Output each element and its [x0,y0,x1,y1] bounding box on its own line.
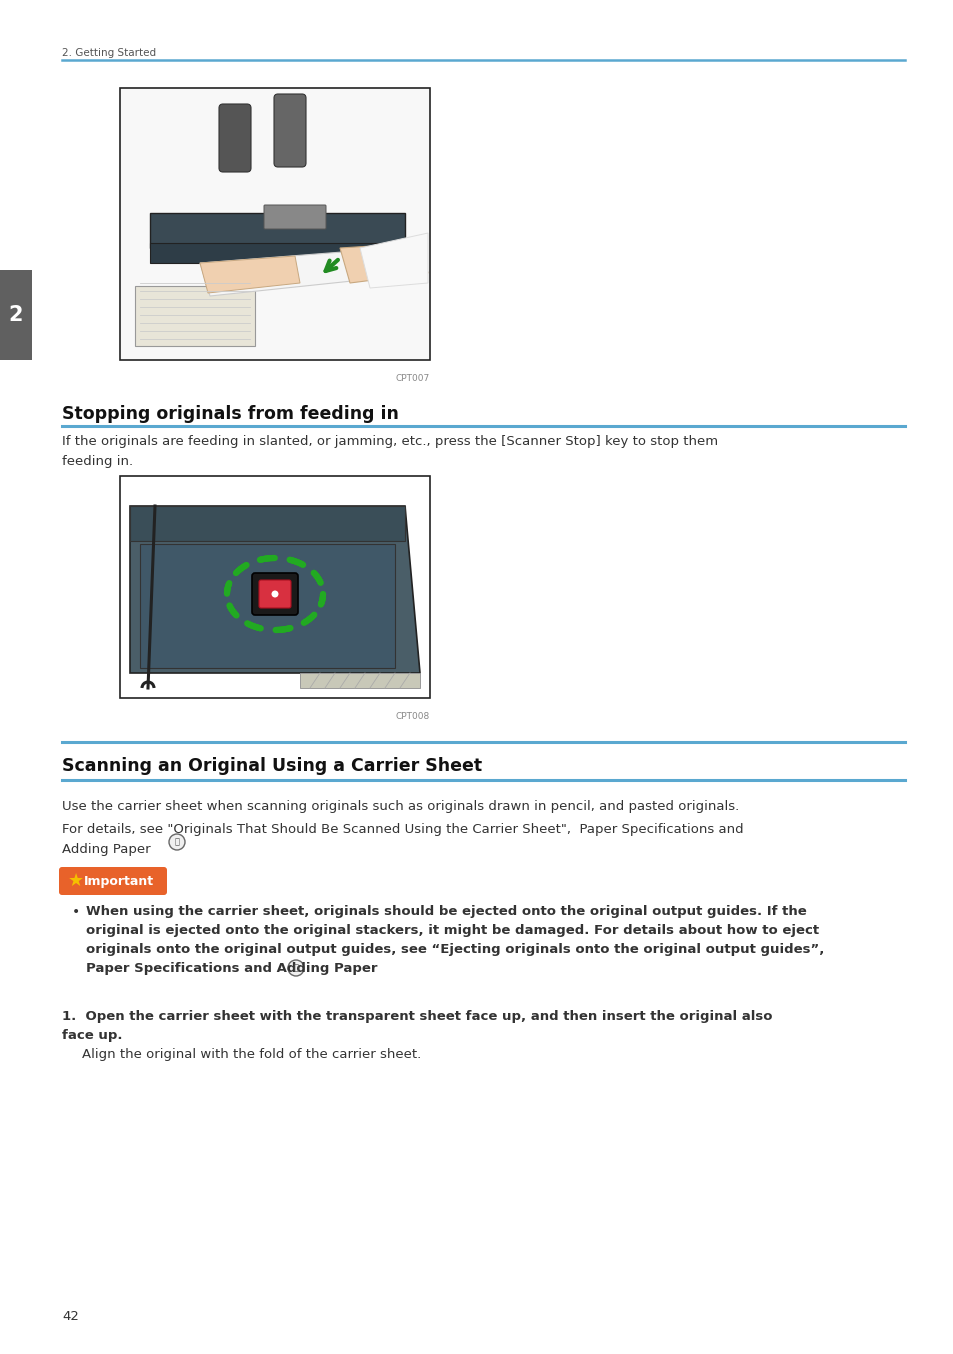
Bar [121,477,429,697]
Circle shape [288,960,304,976]
Text: Use the carrier sheet when scanning originals such as originals drawn in pencil,: Use the carrier sheet when scanning orig… [62,800,739,812]
Polygon shape [130,506,405,542]
Circle shape [272,590,278,597]
Bar [121,89,429,359]
FancyBboxPatch shape [264,204,326,229]
Text: For details, see "Originals That Should Be Scanned Using the Carrier Sheet",  Pa: For details, see "Originals That Should … [62,823,742,856]
Text: Ⓜ: Ⓜ [294,964,298,972]
Text: CPT007: CPT007 [395,374,430,383]
Text: 42: 42 [62,1311,79,1323]
Bar [120,477,430,699]
FancyBboxPatch shape [274,93,306,167]
Polygon shape [299,673,419,688]
Polygon shape [200,256,299,292]
Text: 2. Getting Started: 2. Getting Started [62,47,156,58]
Text: •: • [71,904,80,919]
Text: Important: Important [84,875,154,887]
Polygon shape [150,242,405,263]
Bar [135,286,254,347]
FancyBboxPatch shape [219,104,251,172]
Text: Ⓜ: Ⓜ [174,838,179,846]
Bar [120,88,430,360]
Text: Align the original with the fold of the carrier sheet.: Align the original with the fold of the … [82,1048,421,1062]
Text: If the originals are feeding in slanted, or jamming, etc., press the [Scanner St: If the originals are feeding in slanted,… [62,435,718,468]
Text: 1.  Open the carrier sheet with the transparent sheet face up, and then insert t: 1. Open the carrier sheet with the trans… [62,1010,772,1043]
Polygon shape [339,242,428,283]
FancyBboxPatch shape [258,580,291,608]
Polygon shape [359,233,428,288]
FancyBboxPatch shape [252,573,297,615]
Text: When using the carrier sheet, originals should be ejected onto the original outp: When using the carrier sheet, originals … [86,904,823,975]
Text: ★: ★ [68,872,84,890]
Polygon shape [140,544,395,668]
Text: Stopping originals from feeding in: Stopping originals from feeding in [62,405,398,422]
Text: Scanning an Original Using a Carrier Sheet: Scanning an Original Using a Carrier She… [62,757,481,774]
Text: 2: 2 [9,305,23,325]
Bar [0,269,32,360]
Polygon shape [200,246,428,297]
Circle shape [169,834,185,850]
Polygon shape [150,213,405,248]
FancyBboxPatch shape [59,867,167,895]
Text: CPT008: CPT008 [395,712,430,720]
Polygon shape [130,506,419,673]
